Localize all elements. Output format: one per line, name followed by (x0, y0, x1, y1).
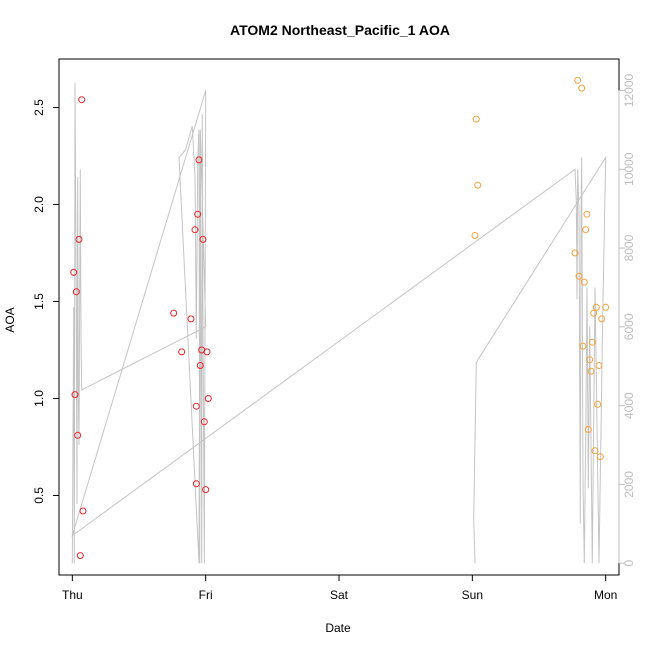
y2-tick-label: 6000 (622, 313, 636, 340)
red-point (204, 395, 212, 402)
orange-point (602, 303, 610, 311)
chart-title: ATOM2 Northeast_Pacific_1 AOA (230, 22, 450, 38)
red-point (199, 235, 207, 243)
red-point (200, 418, 208, 426)
red-point (170, 309, 178, 317)
x-tick-label: Fri (199, 588, 213, 602)
y-axis-label: AOA (3, 307, 17, 332)
red-point (72, 288, 80, 296)
red-point (178, 348, 186, 356)
red-point (76, 552, 84, 560)
orange-point (472, 115, 480, 123)
red-point (202, 486, 210, 494)
orange-point (574, 76, 582, 84)
y2-tick-label: 2000 (622, 471, 636, 498)
red-point (191, 226, 199, 234)
orange-point (580, 278, 588, 286)
gray-line-series (71, 82, 607, 564)
y2-tick-label: 0 (622, 560, 636, 567)
y2-tick-label: 8000 (622, 234, 636, 261)
y-tick-label: 0.5 (32, 487, 46, 504)
x-tick-label: Mon (594, 588, 617, 602)
orange-point (583, 210, 591, 218)
red-point (79, 507, 87, 515)
orange-point (584, 426, 592, 433)
orange-point (590, 309, 598, 317)
red-point (187, 315, 195, 323)
y-tick-label: 1.0 (32, 390, 46, 407)
red-point (71, 391, 79, 399)
orange-point (575, 272, 583, 280)
orange-point (582, 226, 590, 234)
red-point (196, 362, 204, 369)
orange-point (598, 315, 606, 323)
gray-series-line (71, 82, 607, 564)
red-point (192, 402, 200, 410)
orange-point (578, 84, 586, 92)
red-point (74, 431, 82, 439)
red-point (203, 348, 211, 356)
red-point (70, 268, 78, 276)
x-tick-label: Thu (62, 588, 83, 602)
scatter-points (70, 76, 610, 560)
red-point (75, 235, 83, 243)
y-tick-label: 1.5 (32, 293, 46, 310)
orange-point (596, 453, 604, 461)
orange-point (594, 400, 602, 408)
orange-point (587, 367, 595, 375)
y-tick-label: 2.5 (32, 99, 46, 116)
y-tick-label: 2.0 (32, 196, 46, 213)
y2-tick-label: 12000 (622, 74, 636, 108)
orange-point (474, 181, 482, 189)
x-tick-label: Sat (330, 588, 349, 602)
y-axis: 0.5 1.0 1.5 2.0 2.5 (32, 99, 60, 504)
y2-tick-label: 4000 (622, 392, 636, 419)
orange-point (592, 303, 600, 311)
red-point (195, 156, 203, 164)
x-axis-label: Date (325, 621, 351, 635)
orange-point (588, 338, 596, 346)
orange-point (571, 249, 579, 257)
y2-tick-label: 10000 (622, 152, 636, 186)
red-point (192, 480, 200, 488)
secondary-y-axis: 0 2000 4000 6000 8000 10000 12000 (618, 74, 636, 567)
x-tick-label: Sun (462, 588, 483, 602)
orange-point (471, 232, 479, 239)
orange-point (591, 447, 599, 455)
x-axis: Thu Fri Sat Sun Mon (62, 574, 617, 602)
orange-point (595, 362, 603, 369)
orange-point (579, 342, 587, 350)
red-point (194, 210, 202, 218)
orange-point (586, 356, 594, 364)
red-point (78, 96, 86, 104)
